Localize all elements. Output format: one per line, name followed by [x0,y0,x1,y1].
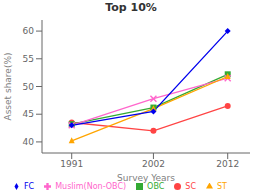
svg-text:45: 45 [23,109,34,119]
svg-text:2002: 2002 [142,159,165,169]
html-text:Muslim(Non-OBC): Muslim(Non-OBC) [55,182,127,191]
html-text:FC: FC [24,182,35,191]
svg-text:1991: 1991 [60,159,83,169]
svg-text:60: 60 [23,26,35,36]
svg-text:Survey Years: Survey Years [117,173,175,183]
svg-text:50: 50 [23,82,35,92]
html-text:OBC: OBC [147,182,165,191]
svg-text:40: 40 [23,137,35,147]
svg-text:55: 55 [23,54,34,64]
svg-text:Asset share(%): Asset share(%) [8,53,13,121]
html-text:Top 10%: Top 10% [105,1,157,14]
html-text:SC: SC [185,182,196,191]
svg-text:2012: 2012 [216,159,239,169]
html-text:ST: ST [217,182,227,191]
